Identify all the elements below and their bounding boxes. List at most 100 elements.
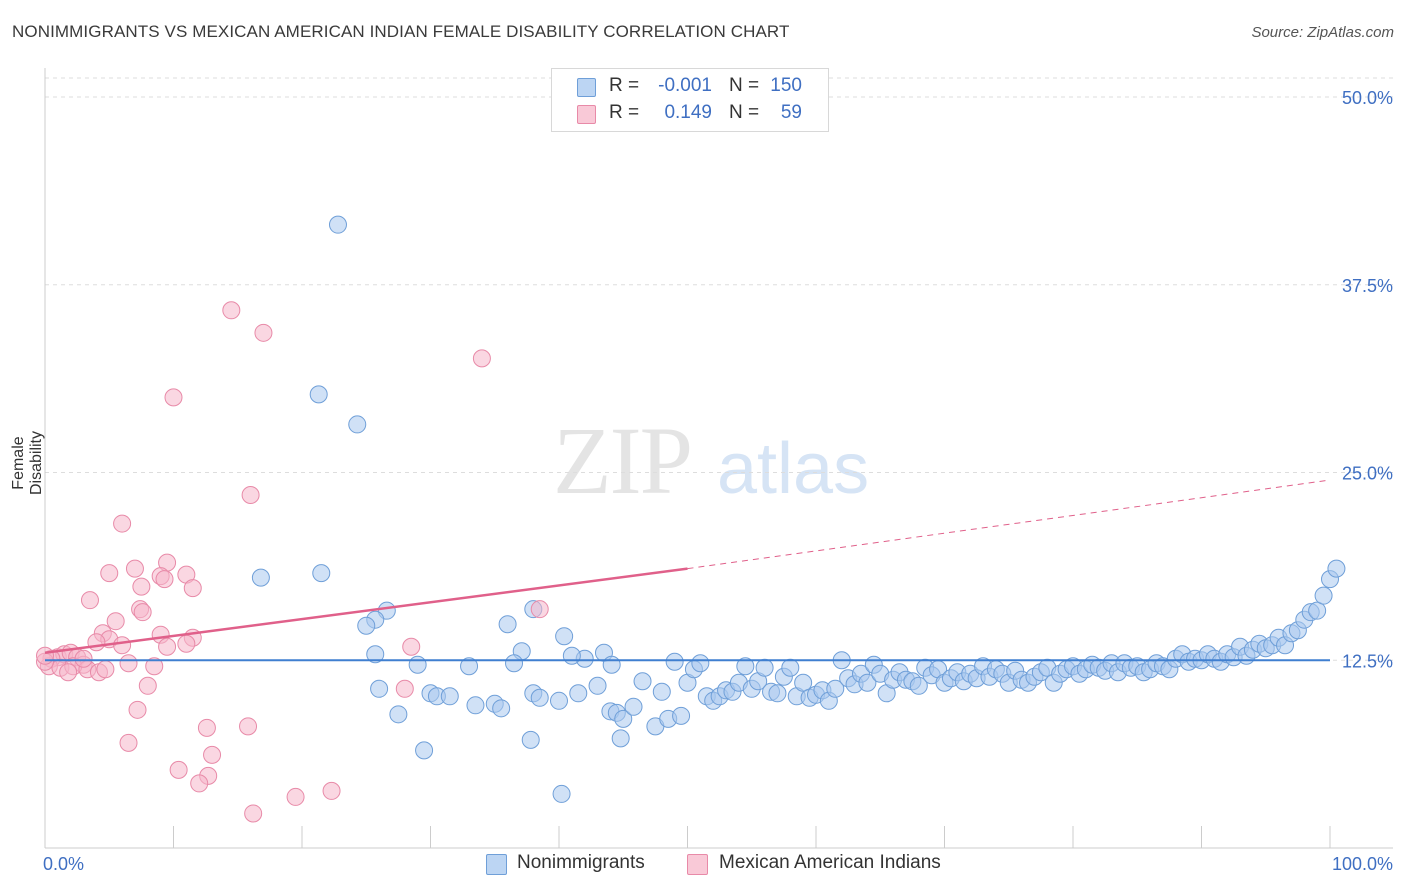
legend-swatch-blue <box>577 78 596 97</box>
point-nonimmigrants <box>1327 559 1346 578</box>
gridlines <box>45 77 1393 661</box>
point-nonimmigrants <box>348 415 367 434</box>
point-mexican-american-indians <box>36 646 54 665</box>
point-mexican-american-indians <box>322 781 341 800</box>
point-mexican-american-indians <box>203 745 222 764</box>
legend-row-nonimmigrants: R = -0.001 N = 150 <box>552 75 828 99</box>
point-mexican-american-indians <box>125 559 144 578</box>
series-nonimmigrants-points <box>251 215 1346 803</box>
point-mexican-american-indians <box>80 591 99 610</box>
point-nonimmigrants <box>550 691 568 710</box>
point-mexican-american-indians <box>100 564 119 583</box>
point-mexican-american-indians <box>145 657 164 676</box>
point-mexican-american-indians <box>132 577 151 596</box>
point-mexican-american-indians <box>222 301 241 320</box>
point-mexican-american-indians <box>164 388 183 407</box>
x-tick-label-min: 0.0% <box>43 854 84 874</box>
point-nonimmigrants <box>328 215 347 234</box>
legend-row-mexican-american-indians: R = 0.149 N = 59 <box>552 102 828 126</box>
point-nonimmigrants <box>826 679 845 698</box>
point-mexican-american-indians <box>87 633 106 652</box>
legend-r-value: -0.001 <box>658 75 712 96</box>
legend-n-value: 150 <box>770 75 802 96</box>
trend-line-mexican-american-indians-extension <box>687 479 1331 570</box>
point-nonimmigrants <box>498 615 517 634</box>
point-nonimmigrants <box>521 730 540 749</box>
point-nonimmigrants <box>251 568 270 587</box>
point-nonimmigrants <box>624 697 643 716</box>
point-nonimmigrants <box>588 676 607 695</box>
point-mexican-american-indians <box>244 804 263 823</box>
point-mexican-american-indians <box>74 649 93 668</box>
point-mexican-american-indians <box>197 718 216 737</box>
point-nonimmigrants <box>768 684 787 703</box>
point-nonimmigrants <box>408 655 427 674</box>
point-mexican-american-indians <box>138 676 157 695</box>
point-mexican-american-indians <box>113 514 132 533</box>
point-nonimmigrants <box>736 657 755 676</box>
point-mexican-american-indians <box>530 600 549 619</box>
legend-n-label: N = <box>729 102 760 123</box>
point-mexican-american-indians <box>183 579 202 598</box>
point-mexican-american-indians <box>158 637 177 656</box>
point-nonimmigrants <box>530 688 549 707</box>
point-mexican-american-indians <box>395 679 414 698</box>
bottom-legend-swatch-blue <box>486 854 507 875</box>
point-nonimmigrants <box>440 687 459 706</box>
x-tick-label-max: 100.0% <box>1332 854 1393 874</box>
point-nonimmigrants <box>562 646 581 665</box>
point-nonimmigrants <box>665 652 684 671</box>
point-nonimmigrants <box>569 684 588 703</box>
point-nonimmigrants <box>611 729 630 748</box>
point-nonimmigrants <box>309 385 328 404</box>
legend-n-value: 59 <box>780 102 802 123</box>
point-mexican-american-indians <box>119 654 138 673</box>
bottom-legend-swatch-pink <box>687 854 708 875</box>
y-tick-label: 37.5% <box>1342 276 1393 296</box>
point-nonimmigrants <box>415 741 434 760</box>
point-nonimmigrants <box>602 655 621 674</box>
point-nonimmigrants <box>672 706 691 725</box>
bottom-legend-label: Nonimmigrants <box>517 852 645 873</box>
point-nonimmigrants <box>492 699 511 718</box>
point-nonimmigrants <box>633 672 652 691</box>
point-mexican-american-indians <box>241 486 260 505</box>
legend-n-label: N = <box>729 75 760 96</box>
watermark-atlas: atlas <box>717 429 870 509</box>
point-mexican-american-indians <box>128 700 147 719</box>
point-nonimmigrants <box>614 709 633 728</box>
y-tick-label: 12.5% <box>1342 651 1393 671</box>
legend-r-value: 0.149 <box>664 102 712 123</box>
point-nonimmigrants <box>370 679 389 698</box>
bottom-legend-label: Mexican American Indians <box>719 852 941 873</box>
point-mexican-american-indians <box>190 774 209 793</box>
point-mexican-american-indians <box>155 570 174 589</box>
point-nonimmigrants <box>552 784 571 803</box>
y-tick-label: 25.0% <box>1342 464 1393 484</box>
source-label: Source: ZipAtlas.com <box>1251 24 1394 41</box>
point-nonimmigrants <box>555 627 574 646</box>
series-mexican-american-indians-points <box>36 301 549 823</box>
point-nonimmigrants <box>691 654 710 673</box>
point-nonimmigrants <box>460 657 479 676</box>
chart-title: NONIMMIGRANTS VS MEXICAN AMERICAN INDIAN… <box>12 22 790 41</box>
y-tick-label: 50.0% <box>1342 88 1393 108</box>
correlation-legend: R = -0.001 N = 150 R = 0.149 N = 59 <box>551 68 829 132</box>
point-nonimmigrants <box>505 654 524 673</box>
point-nonimmigrants <box>357 616 376 635</box>
point-mexican-american-indians <box>169 760 188 779</box>
point-nonimmigrants <box>466 696 485 715</box>
point-nonimmigrants <box>781 658 800 677</box>
point-mexican-american-indians <box>106 612 125 631</box>
point-nonimmigrants <box>755 658 774 677</box>
point-nonimmigrants <box>909 676 928 695</box>
trend-lines <box>44 479 1331 662</box>
point-nonimmigrants <box>1314 586 1333 605</box>
point-nonimmigrants <box>312 564 331 583</box>
axes <box>44 68 1393 849</box>
watermark-zip: ZIP <box>553 407 693 514</box>
point-mexican-american-indians <box>239 717 258 736</box>
point-nonimmigrants <box>1308 601 1327 620</box>
point-mexican-american-indians <box>254 323 273 342</box>
point-mexican-american-indians <box>96 660 115 679</box>
